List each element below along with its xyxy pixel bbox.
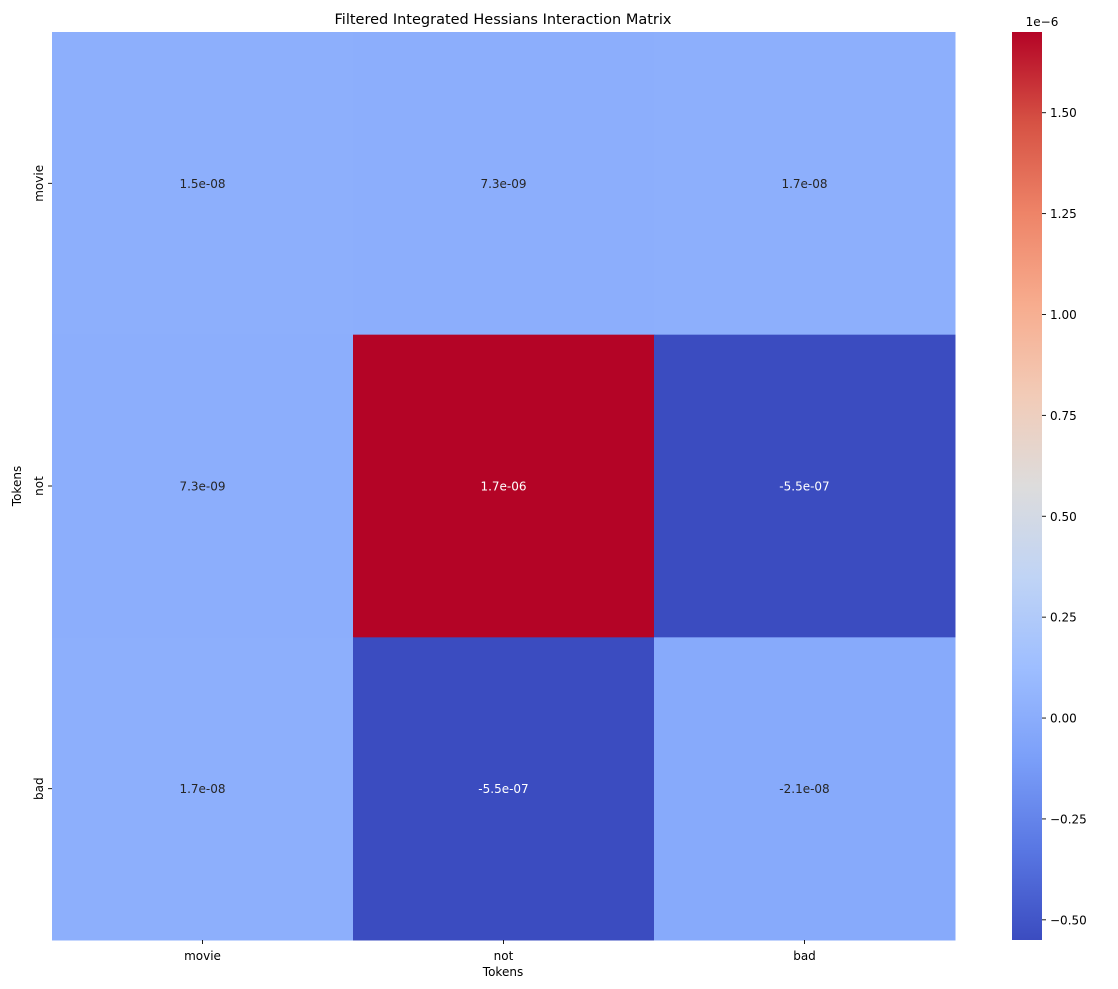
x-axis-label: Tokens xyxy=(482,965,523,979)
heatmap-cell xyxy=(353,637,655,941)
colorbar-tick-label: 0.50 xyxy=(1050,510,1077,524)
colorbar-tick-label: 0.75 xyxy=(1050,409,1077,423)
heatmap-cell xyxy=(353,334,655,638)
cell-value-label: -5.5e-07 xyxy=(779,480,829,494)
cell-value-label: -5.5e-07 xyxy=(478,782,528,796)
colorbar-gradient xyxy=(1012,32,1042,940)
heatmap-cell-labels: 1.5e-08 7.3e-09 1.7e-08 7.3e-09 1.7e-06 -5.5e… xyxy=(179,177,829,796)
cell-value-label: 1.7e-08 xyxy=(781,177,827,191)
colorbar-multiplier: 1e−6 xyxy=(1026,15,1059,29)
cell-value-label: 1.7e-06 xyxy=(480,480,526,494)
cell-value-label: -2.1e-08 xyxy=(779,782,829,796)
y-axis: movie not bad xyxy=(32,165,52,800)
heatmap-cells xyxy=(52,32,956,941)
colorbar-tick-label: 0.00 xyxy=(1050,712,1077,726)
y-axis-label: Tokens xyxy=(10,466,24,507)
x-axis: movie not bad xyxy=(184,940,816,963)
heatmap-cell xyxy=(52,334,354,638)
cell-value-label: 1.5e-08 xyxy=(179,177,225,191)
heatmap-cell xyxy=(654,334,956,638)
heatmap-cell xyxy=(654,32,956,336)
cell-value-label: 7.3e-09 xyxy=(179,480,225,494)
colorbar-tick-label: 0.25 xyxy=(1050,611,1077,625)
chart-title: Filtered Integrated Hessians Interaction… xyxy=(335,12,672,28)
y-tick-label: bad xyxy=(32,777,46,800)
colorbar-tick-label: 1.50 xyxy=(1050,106,1077,120)
x-tick-label: movie xyxy=(184,949,221,963)
x-tick-label: bad xyxy=(793,949,816,963)
x-tick-label: not xyxy=(494,949,514,963)
y-tick-label: movie xyxy=(32,165,46,202)
y-tick-label: not xyxy=(32,476,46,496)
colorbar-tick-label: −0.25 xyxy=(1050,812,1087,826)
colorbar-tick-label: 1.25 xyxy=(1050,207,1077,221)
colorbar: 1e−6 −0.50 −0.25 0.00 0.25 0.50 0.75 1.00 1.25 1… xyxy=(1012,15,1087,940)
heatmap-cell xyxy=(52,637,354,941)
colorbar-tick-label: −0.50 xyxy=(1050,913,1087,927)
heatmap-cell xyxy=(654,637,956,941)
colorbar-ticks: −0.50 −0.25 0.00 0.25 0.50 0.75 1.00 1.25 1.50 xyxy=(1042,106,1087,927)
cell-value-label: 1.7e-08 xyxy=(179,782,225,796)
cell-value-label: 7.3e-09 xyxy=(480,177,526,191)
colorbar-tick-label: 1.00 xyxy=(1050,308,1077,322)
heatmap-cell xyxy=(353,32,655,336)
heatmap-cell xyxy=(52,32,354,336)
